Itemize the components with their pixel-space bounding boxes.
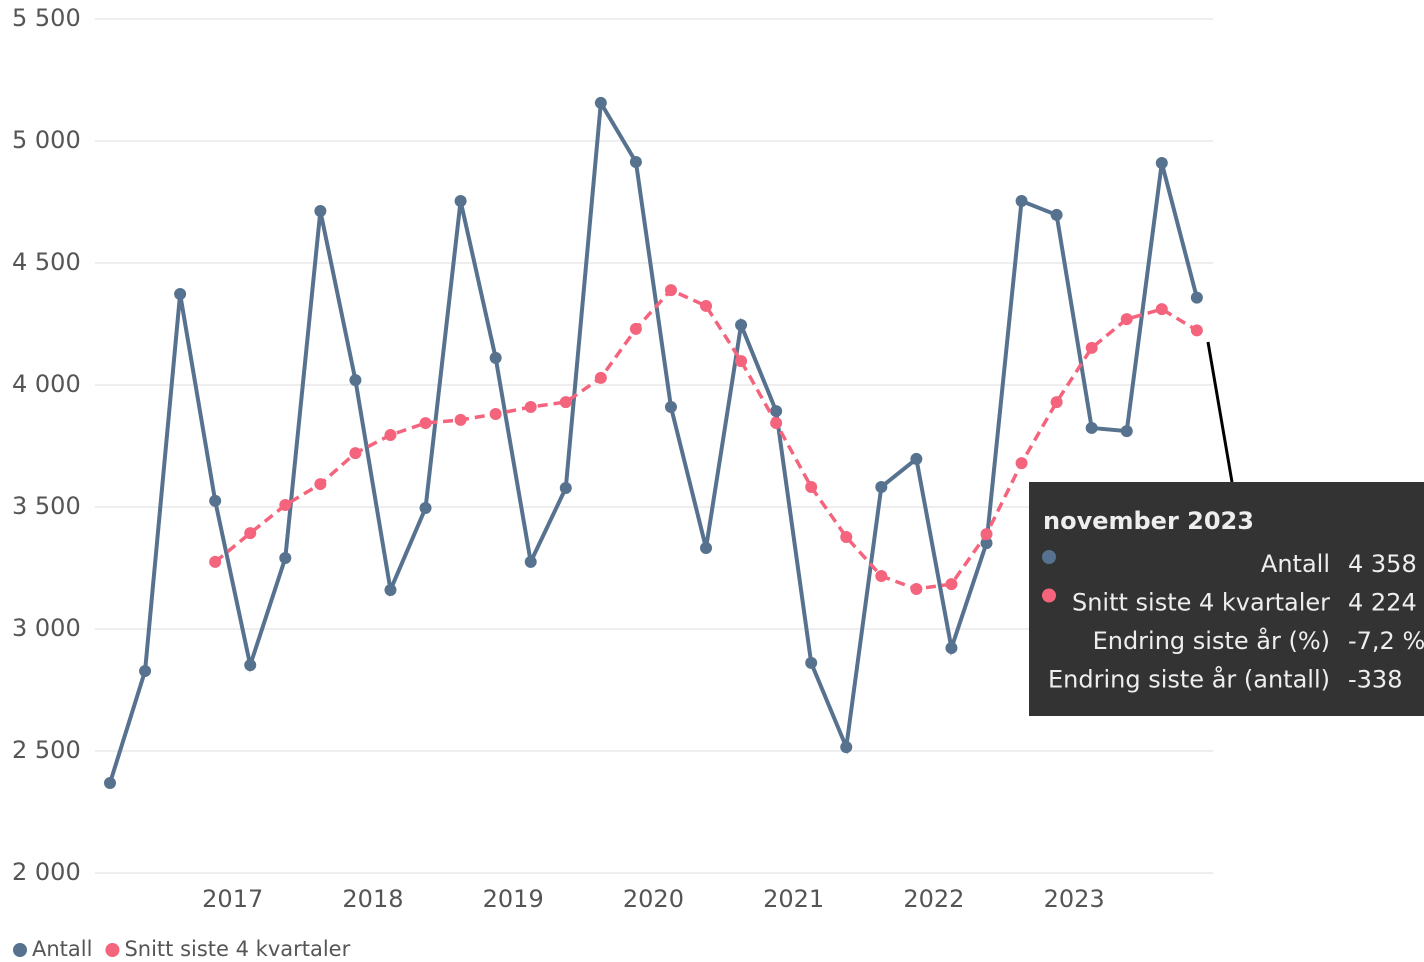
data-point	[945, 578, 958, 591]
tooltip-value: 4 358	[1348, 550, 1417, 578]
data-point	[349, 447, 362, 460]
data-point	[664, 400, 677, 413]
x-tick-label: 2019	[483, 885, 544, 913]
y-tick-label: 4 000	[12, 370, 81, 398]
x-tick-label: 2018	[342, 885, 403, 913]
tooltip-value: -7,2 %	[1348, 627, 1424, 655]
x-tick-label: 2023	[1044, 885, 1105, 913]
data-point	[104, 776, 116, 789]
tooltip-label: Endring siste år (antall)	[1048, 665, 1330, 694]
data-point	[945, 642, 958, 655]
legend-label: Antall	[32, 937, 92, 961]
data-point	[384, 429, 397, 442]
tooltip-title: november 2023	[1043, 507, 1254, 535]
data-point	[559, 481, 572, 494]
data-point	[1015, 195, 1028, 208]
tooltip-marker	[1042, 550, 1056, 564]
data-point	[594, 371, 607, 384]
data-point	[279, 551, 292, 564]
data-point	[1190, 291, 1203, 304]
data-point	[1120, 313, 1133, 326]
y-tick-label: 5 500	[12, 4, 81, 32]
data-point	[770, 405, 783, 418]
legend-marker	[13, 943, 27, 957]
data-point	[454, 195, 467, 208]
data-point	[629, 155, 642, 168]
data-point	[1190, 324, 1203, 337]
data-point	[594, 96, 607, 109]
data-point	[244, 527, 257, 540]
tooltip-leader	[1206, 341, 1234, 483]
data-point	[244, 659, 257, 672]
y-tick-label: 4 500	[12, 248, 81, 276]
data-point	[174, 287, 187, 300]
y-tick-label: 2 000	[12, 858, 81, 886]
data-point	[664, 284, 677, 297]
data-point	[805, 480, 818, 493]
x-tick-label: 2021	[763, 885, 824, 913]
data-point	[770, 417, 783, 430]
data-point	[1155, 156, 1168, 169]
data-point	[349, 374, 362, 387]
data-point	[805, 656, 818, 669]
data-point	[384, 583, 397, 596]
data-point	[1015, 457, 1028, 470]
data-point	[419, 417, 432, 430]
x-tick-label: 2020	[623, 885, 684, 913]
data-point	[1050, 396, 1063, 409]
y-tick-label: 2 500	[12, 736, 81, 764]
tooltip-box	[1029, 482, 1424, 716]
data-point	[209, 494, 222, 507]
data-point	[980, 528, 993, 541]
data-point	[139, 664, 152, 677]
y-tick-label: 3 500	[12, 492, 81, 520]
data-point	[875, 570, 888, 583]
data-point	[489, 408, 502, 421]
data-point	[840, 531, 853, 544]
data-point	[419, 501, 432, 514]
data-point	[314, 478, 327, 491]
data-point	[1155, 303, 1168, 316]
data-point	[559, 396, 572, 409]
data-point	[1085, 421, 1098, 434]
data-point	[910, 452, 923, 465]
data-point	[840, 741, 853, 754]
x-tick-label: 2022	[903, 885, 964, 913]
data-point	[524, 400, 537, 413]
tooltip-marker	[1042, 588, 1056, 603]
data-point	[875, 480, 888, 493]
y-tick-label: 5 000	[12, 126, 81, 154]
data-point	[910, 582, 923, 595]
data-point	[314, 205, 327, 218]
x-tick-label: 2017	[202, 885, 263, 913]
tooltip-value: -338	[1348, 666, 1402, 694]
data-point	[735, 355, 748, 368]
legend-label: Snitt siste 4 kvartaler	[124, 937, 350, 961]
data-point	[209, 555, 222, 568]
tooltip-label: Antall	[1261, 550, 1330, 578]
data-point	[489, 351, 502, 364]
y-tick-label: 3 000	[12, 614, 81, 642]
tooltip-label: Endring siste år (%)	[1093, 626, 1330, 655]
data-point	[279, 499, 292, 512]
data-point	[1085, 341, 1098, 354]
legend-marker	[105, 943, 120, 957]
tooltip-value: 4 224	[1348, 589, 1417, 617]
data-point	[1050, 208, 1063, 221]
tooltip-label: Snitt siste 4 kvartaler	[1072, 589, 1330, 617]
data-point	[700, 299, 713, 312]
data-point	[524, 555, 537, 568]
data-point	[454, 413, 467, 426]
data-point	[700, 541, 713, 554]
data-point	[1120, 425, 1133, 438]
data-point	[629, 322, 642, 335]
data-point	[735, 318, 748, 331]
